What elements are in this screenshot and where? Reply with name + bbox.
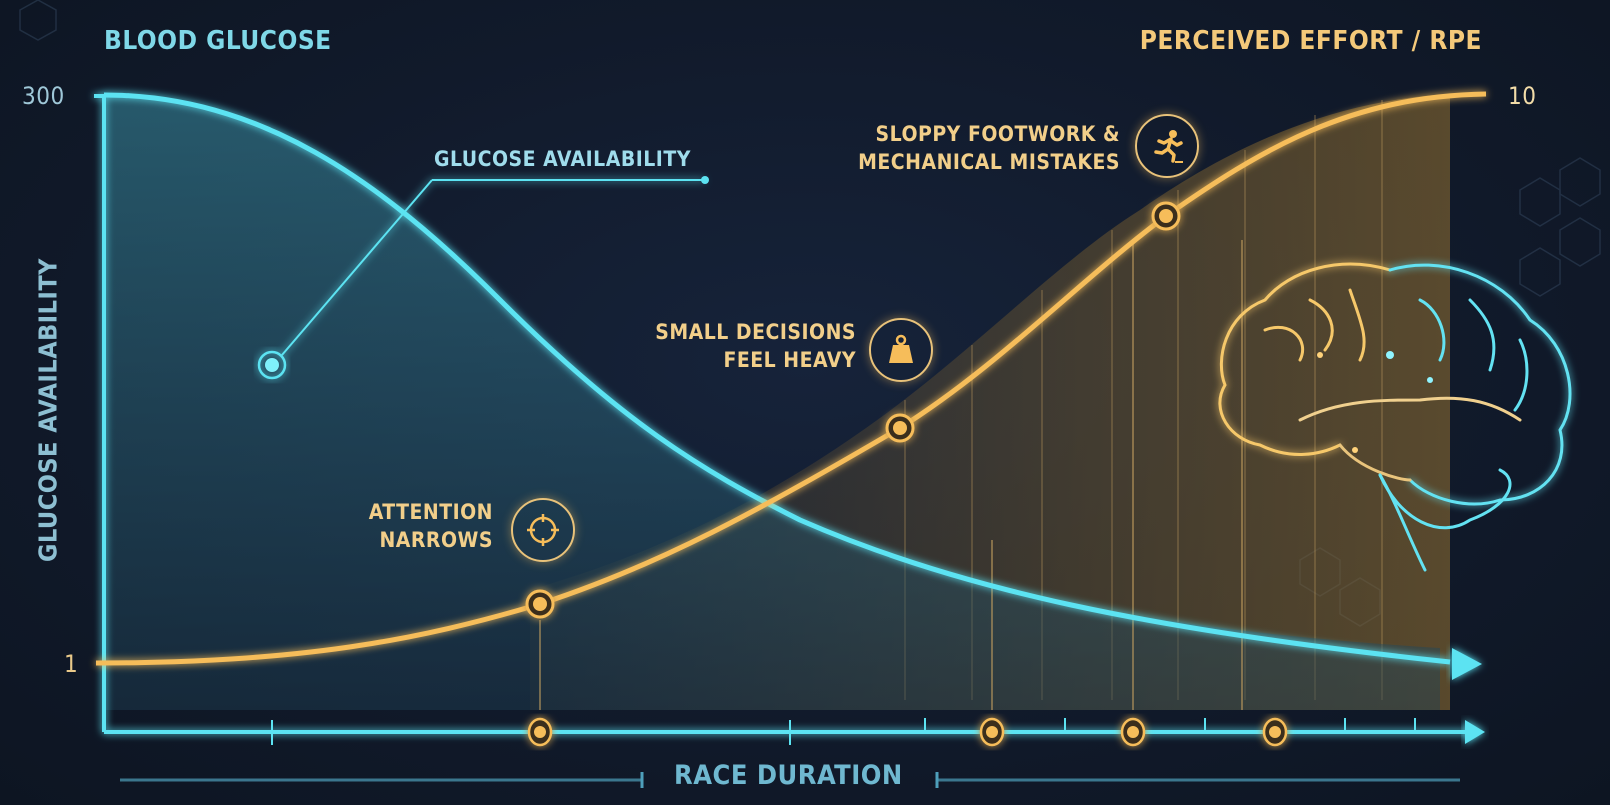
y-axis-label: GLUCOSE AVAILABILITY (33, 258, 63, 562)
left-axis-title: BLOOD GLUCOSE (104, 26, 332, 56)
effort-curve (95, 91, 1487, 666)
annotation-sloppy-footwork: SLOPPY FOOTWORK & MECHANICAL MISTAKES (858, 120, 1120, 176)
x-axis-markers (527, 717, 1288, 747)
annotation-line: MECHANICAL MISTAKES (858, 150, 1120, 174)
effort-points (525, 201, 1181, 619)
annotation-line: SMALL DECISIONS (655, 320, 856, 344)
glucose-curve (103, 92, 1451, 665)
x-axis-label: RACE DURATION (674, 760, 903, 791)
marker-droplines (539, 240, 1243, 710)
annotation-line: ATTENTION (368, 500, 493, 524)
glucose-point (257, 350, 287, 380)
running-figure-icon (1135, 114, 1199, 178)
x-ticks (271, 718, 1416, 745)
glucose-area (104, 95, 1440, 710)
brain-icon (1218, 262, 1572, 572)
y-left-tick-300: 300 (22, 82, 65, 110)
weight-icon (869, 318, 933, 382)
axes (94, 94, 1470, 734)
right-axis-title: PERCEIVED EFFORT / RPE (1139, 26, 1482, 56)
annotation-attention-narrows: ATTENTION NARROWS (369, 498, 493, 554)
annotation-line: NARROWS (379, 528, 493, 552)
glucose-arrow (1452, 648, 1482, 680)
crosshair-icon (511, 498, 575, 562)
y-right-tick-10: 10 (1508, 82, 1537, 110)
annotation-small-decisions: SMALL DECISIONS FEEL HEAVY (655, 318, 856, 374)
y-right-tick-1: 1 (64, 650, 79, 678)
x-axis-arrow (1465, 720, 1485, 744)
glucose-callout (281, 179, 705, 356)
glucose-callout-label: GLUCOSE AVAILABILITY (434, 147, 691, 171)
annotation-line: SLOPPY FOOTWORK & (875, 122, 1120, 146)
annotation-line: FEEL HEAVY (723, 348, 856, 372)
